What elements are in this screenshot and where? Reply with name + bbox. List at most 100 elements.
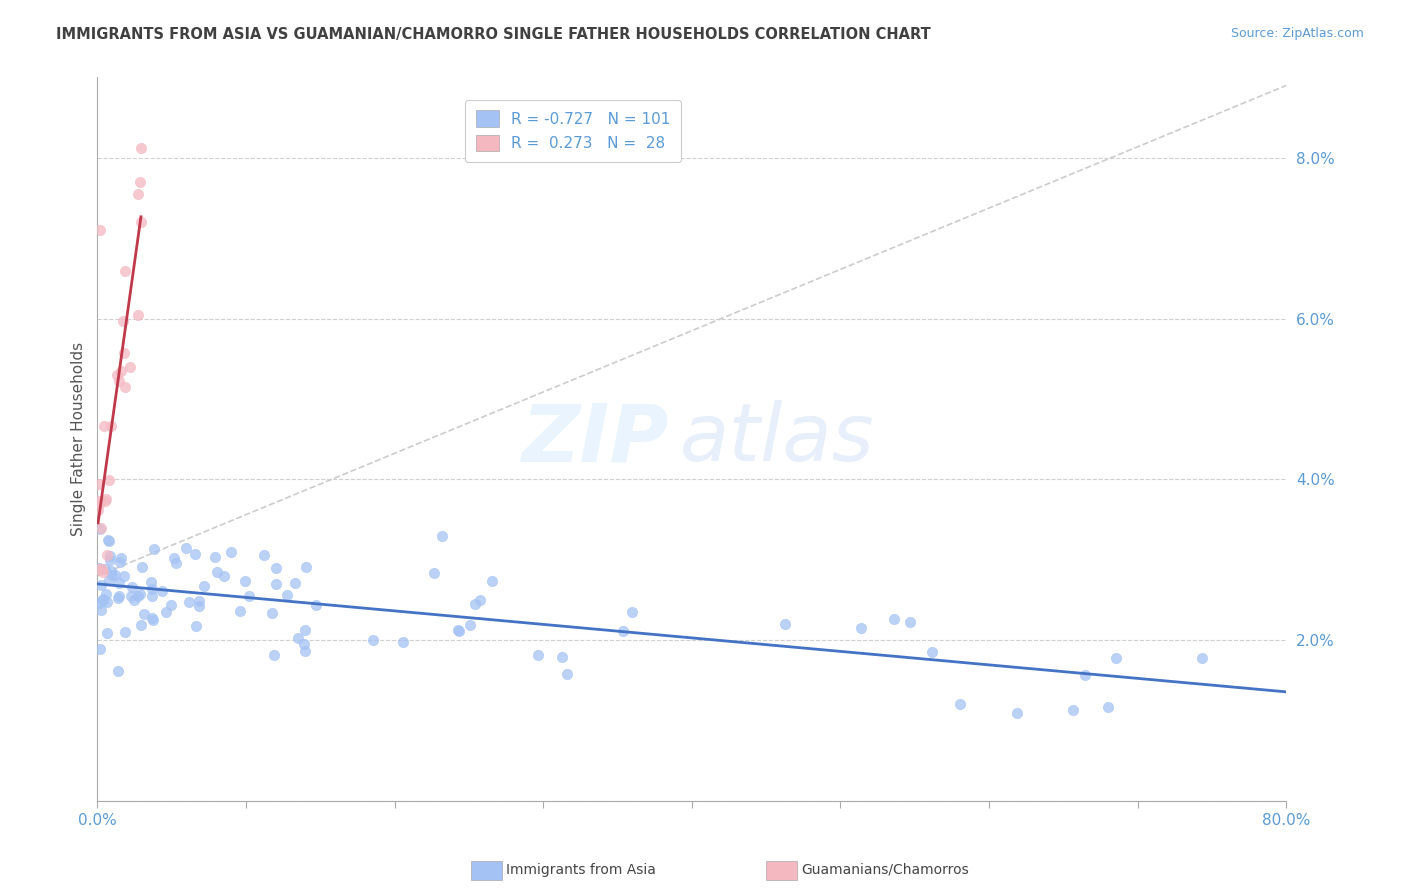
Text: Source: ZipAtlas.com: Source: ZipAtlas.com — [1230, 27, 1364, 40]
Point — [114, 264, 136, 278]
Text: IMMIGRANTS FROM ASIA VS GUAMANIAN/CHAMORRO SINGLE FATHER HOUSEHOLDS CORRELATION : IMMIGRANTS FROM ASIA VS GUAMANIAN/CHAMOR… — [56, 27, 931, 42]
Point — [89, 493, 111, 508]
Point — [294, 623, 316, 637]
Point — [108, 589, 131, 603]
Point — [150, 583, 173, 598]
Point — [90, 562, 112, 576]
Point — [110, 551, 132, 566]
Point — [263, 648, 285, 662]
Point — [89, 496, 111, 510]
Point — [159, 598, 181, 612]
Point — [262, 606, 284, 620]
Point — [122, 593, 145, 607]
Point — [87, 503, 110, 517]
Point — [87, 561, 110, 575]
Point — [100, 568, 122, 582]
Point — [432, 529, 454, 543]
Point — [128, 175, 150, 189]
Point — [127, 590, 149, 604]
Point — [93, 566, 115, 580]
Point — [264, 561, 287, 575]
Point — [458, 618, 481, 632]
Point — [188, 599, 211, 614]
Point — [129, 141, 152, 155]
Point — [142, 541, 165, 556]
Point — [305, 598, 328, 612]
Point — [111, 314, 134, 328]
Point — [184, 618, 207, 632]
Point — [612, 624, 634, 638]
Point — [110, 364, 132, 378]
Point — [1074, 667, 1097, 681]
Point — [294, 560, 316, 574]
Point — [294, 643, 316, 657]
Point — [212, 569, 235, 583]
Point — [253, 548, 276, 562]
Point — [100, 418, 122, 433]
Legend: R = -0.727   N = 101, R =  0.273   N =  28: R = -0.727 N = 101, R = 0.273 N = 28 — [465, 100, 681, 161]
Point — [97, 533, 120, 547]
Point — [134, 607, 156, 621]
Point — [287, 631, 309, 645]
Text: atlas: atlas — [681, 401, 875, 478]
Point — [97, 473, 120, 487]
Point — [1062, 703, 1084, 717]
Point — [89, 523, 111, 537]
Point — [89, 223, 111, 237]
Point — [1097, 699, 1119, 714]
Point — [121, 580, 143, 594]
Point — [107, 665, 129, 679]
Point — [361, 633, 384, 648]
Point — [238, 590, 260, 604]
Point — [163, 550, 186, 565]
Point — [129, 618, 152, 632]
Point — [551, 650, 574, 665]
Point — [184, 548, 207, 562]
Point — [284, 576, 307, 591]
Point — [98, 573, 121, 587]
Point — [205, 565, 228, 579]
Point — [89, 642, 111, 657]
Point — [90, 578, 112, 592]
Point — [1105, 651, 1128, 665]
Point — [96, 595, 118, 609]
Point — [114, 380, 136, 394]
Text: Immigrants from Asia: Immigrants from Asia — [506, 863, 657, 877]
Point — [447, 623, 470, 637]
Point — [141, 589, 163, 603]
Point — [177, 595, 200, 609]
Text: Guamanians/Chamorros: Guamanians/Chamorros — [801, 863, 969, 877]
Point — [118, 359, 141, 374]
Point — [276, 588, 298, 602]
Point — [141, 582, 163, 596]
Point — [96, 491, 118, 506]
Point — [108, 554, 131, 568]
Point — [107, 591, 129, 605]
Point — [127, 186, 149, 201]
Point — [849, 621, 872, 635]
Point — [219, 545, 242, 559]
Point — [100, 564, 122, 578]
Point — [91, 593, 114, 607]
Point — [193, 579, 215, 593]
Point — [89, 596, 111, 610]
Text: ZIP: ZIP — [520, 401, 668, 478]
Point — [165, 556, 187, 570]
Point — [120, 589, 142, 603]
Point — [112, 345, 135, 359]
Point — [921, 645, 943, 659]
Point — [98, 534, 121, 549]
Point — [108, 575, 131, 590]
Point — [98, 549, 121, 563]
Point — [127, 308, 149, 322]
Point — [1191, 651, 1213, 665]
Point — [142, 613, 165, 627]
Point — [464, 597, 486, 611]
Point — [264, 577, 287, 591]
Point — [114, 625, 136, 640]
Point — [90, 521, 112, 535]
Point — [898, 615, 921, 630]
Point — [129, 215, 152, 229]
Point — [555, 666, 578, 681]
Point — [188, 593, 211, 607]
